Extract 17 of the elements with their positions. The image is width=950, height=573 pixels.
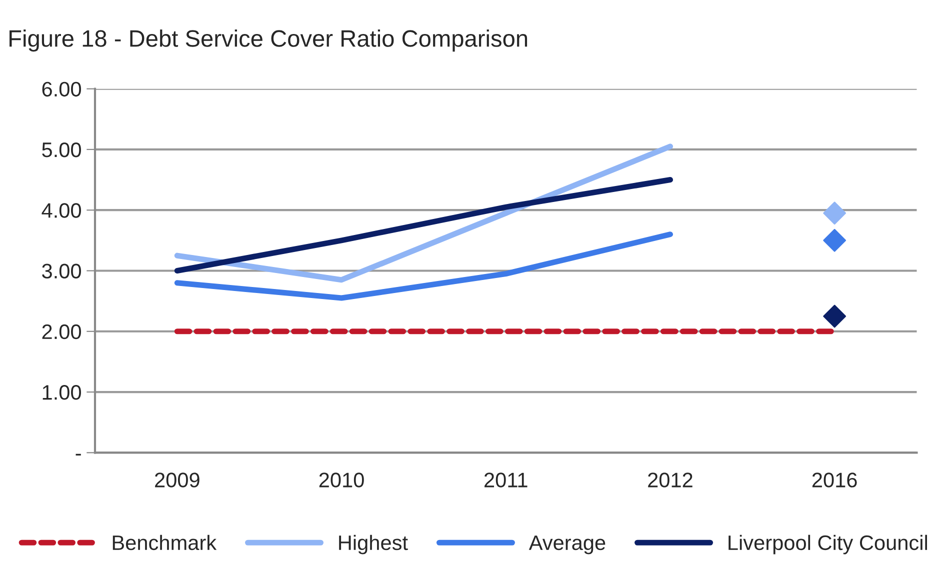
legend-label: Average bbox=[528, 536, 606, 554]
legend-label: Highest bbox=[339, 534, 408, 554]
x-tick-label: 2010 bbox=[319, 472, 364, 488]
y-tick-label: 2.00 bbox=[42, 324, 81, 340]
x-tick-label: 2016 bbox=[812, 472, 857, 488]
y-tick-label: 4.00 bbox=[42, 203, 81, 218]
x-tick-label: 2011 bbox=[484, 472, 528, 488]
y-tick-label: 3.00 bbox=[42, 264, 81, 278]
x-tick-label: 2012 bbox=[648, 472, 692, 488]
y-tick-label: - bbox=[76, 454, 81, 456]
y-tick-label: 1.00 bbox=[42, 385, 81, 400]
chart-title: Figure 18 - Debt Service Cover Ratio Comparison bbox=[10, 30, 528, 52]
legend-label: Benchmark bbox=[112, 534, 217, 550]
x-tick-label: 2009 bbox=[155, 472, 200, 488]
y-tick-label: 6.00 bbox=[42, 82, 81, 97]
y-tick-label: 5.00 bbox=[42, 142, 81, 158]
legend-label: Liverpool City Council bbox=[728, 534, 928, 554]
